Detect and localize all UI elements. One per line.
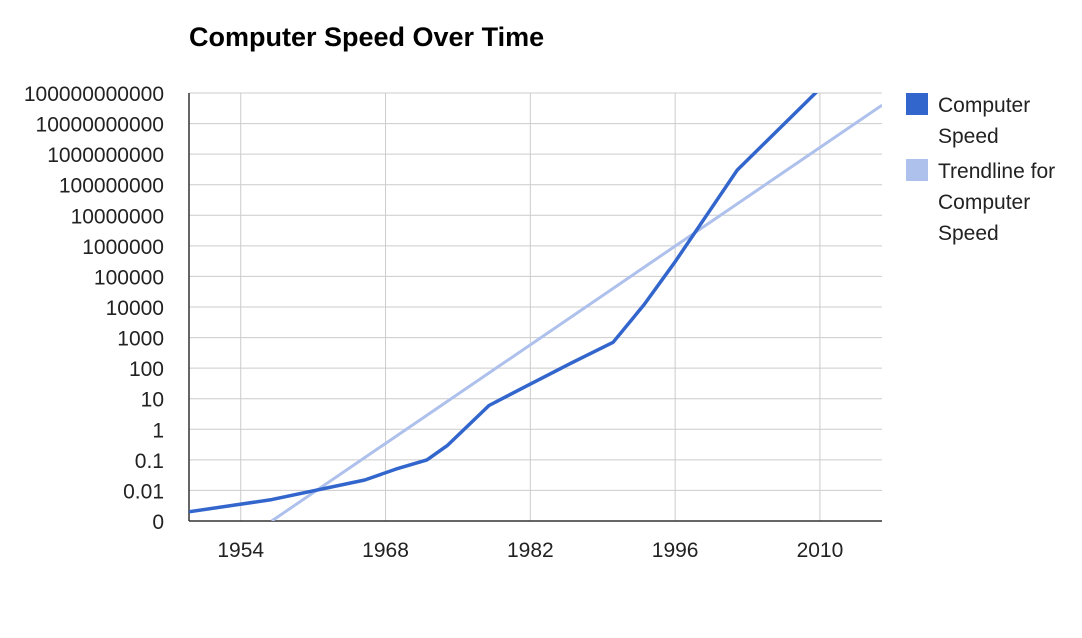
y-tick-label: 0.1 (135, 450, 164, 473)
tick-labels: 0 0.01 0.1 1 10 100 1000 10000 100000 1000000 1000… (24, 83, 843, 562)
y-tick-label: 100000000000 (24, 83, 164, 106)
series-layer (189, 48, 882, 521)
y-tick-label: 10000000000 (36, 114, 164, 137)
x-tick-label: 2010 (797, 539, 844, 562)
y-tick-label: 1000000000 (47, 144, 164, 167)
legend-swatch-trendline (906, 159, 928, 181)
legend-label-computer-speed: Computer Speed (938, 94, 1031, 148)
y-tick-label: 100 (129, 358, 164, 381)
y-tick-label: 1000000 (82, 236, 164, 259)
y-tick-label: 10000 (106, 297, 164, 320)
x-tick-label: 1954 (217, 539, 264, 562)
y-tick-label: 10000000 (71, 205, 164, 228)
y-tick-label: 1000 (117, 328, 164, 351)
series-line-trendline[interactable] (270, 103, 882, 521)
y-tick-label: 1 (152, 419, 164, 442)
chart-title: Computer Speed Over Time (189, 22, 545, 52)
y-tick-label: 100000000 (59, 175, 164, 198)
axes (188, 93, 882, 522)
y-tick-label: 100000 (94, 266, 164, 289)
legend-label-trendline: Trendline for Computer Speed (938, 160, 1056, 245)
x-tick-label: 1968 (362, 539, 409, 562)
x-tick-label: 1982 (507, 539, 554, 562)
series-line-computer-speed[interactable] (189, 48, 882, 514)
legend-swatch-computer-speed (906, 93, 928, 115)
legend: Computer Speed Trendline for Computer Sp… (906, 90, 1076, 251)
y-tick-label: 10 (141, 389, 164, 412)
x-tick-label: 1996 (652, 539, 699, 562)
legend-item-computer-speed[interactable]: Computer Speed (906, 90, 1076, 152)
y-tick-label: 0 (152, 511, 164, 534)
y-tick-label: 0.01 (123, 480, 164, 503)
legend-item-trendline[interactable]: Trendline for Computer Speed (906, 156, 1076, 249)
gridlines (189, 92, 882, 521)
